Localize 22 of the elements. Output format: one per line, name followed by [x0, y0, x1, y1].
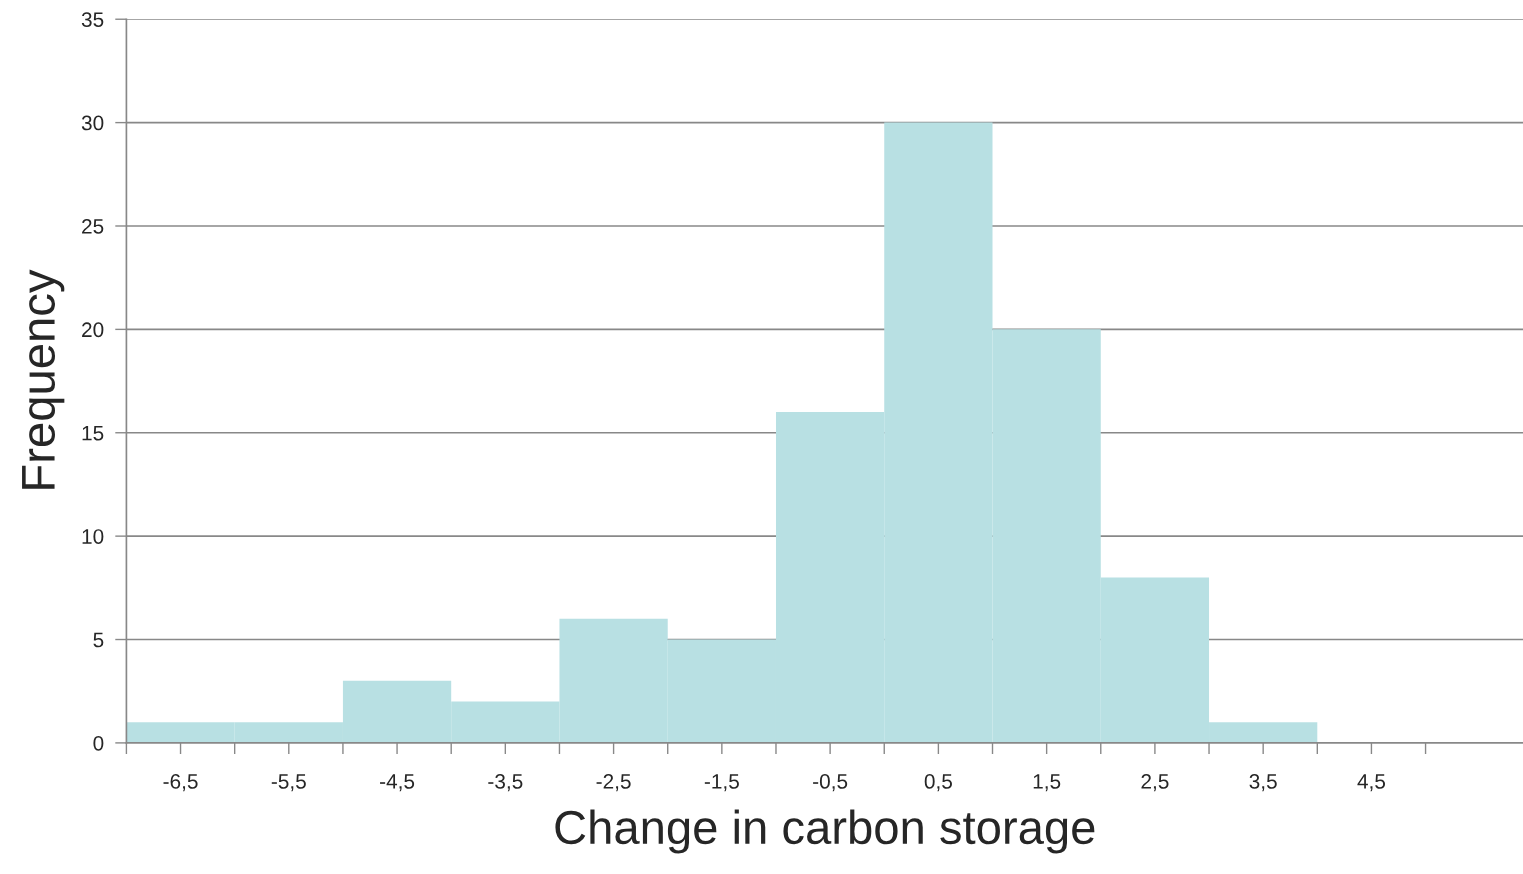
x-tick-label: -3,5 [488, 774, 523, 792]
x-tick-label: -1,5 [704, 774, 739, 792]
x-axis-title: Change in carbon storage [555, 809, 1095, 854]
x-tick-label: 1,5 [1033, 774, 1061, 792]
y-tick-label: 10 [82, 529, 104, 544]
x-tick-label: -2,5 [596, 774, 631, 792]
y-tick-label: 35 [81, 12, 104, 27]
x-tick-label: -6,5 [163, 774, 198, 792]
x-tick-label: -5,5 [271, 774, 306, 792]
y-tick-label: 0 [93, 735, 104, 751]
y-tick-label: 5 [93, 632, 104, 648]
y-tick-label: 30 [81, 115, 104, 131]
y-tick-label: 15 [82, 425, 104, 441]
y-axis-title: Frequency [22, 269, 65, 489]
x-tick-label: 2,5 [1141, 774, 1169, 792]
x-tick-label: -0,5 [813, 774, 848, 792]
y-tick-label: 20 [82, 322, 104, 338]
x-tick-label: 0,5 [924, 774, 952, 792]
x-tick-label: 4,5 [1357, 774, 1386, 792]
x-tick-label: -4,5 [380, 774, 415, 792]
x-tick-label: 3,5 [1249, 774, 1277, 792]
y-tick-label: 25 [82, 218, 104, 234]
